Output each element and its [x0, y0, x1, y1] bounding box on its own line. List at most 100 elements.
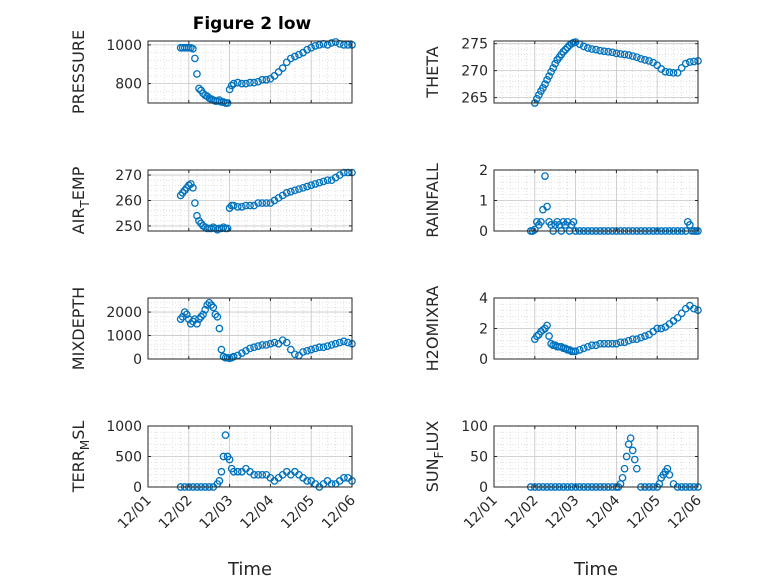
data-point — [299, 348, 307, 356]
data-point — [186, 180, 195, 188]
data-point — [254, 342, 263, 350]
axes-box — [493, 40, 699, 104]
data-point — [303, 182, 311, 191]
x-tick-label: 12/04 — [237, 492, 277, 532]
data-point — [588, 45, 596, 53]
y-tick-label: 275 — [461, 37, 488, 53]
y-tick-label: 250 — [115, 219, 142, 235]
data-point — [690, 57, 698, 66]
data-point — [262, 199, 271, 207]
data-point — [227, 81, 236, 90]
y-tick-label: 0 — [479, 352, 488, 368]
x-tick-label: 12/01 — [115, 493, 155, 533]
data-point — [180, 308, 189, 316]
data-point — [246, 344, 254, 353]
data-point — [295, 50, 303, 59]
data-point — [620, 464, 629, 473]
data-point — [246, 201, 254, 210]
axes-box — [147, 297, 353, 360]
data-point — [258, 470, 267, 479]
data-point — [242, 201, 250, 210]
y-axis-label: MIXDEPTH — [69, 287, 88, 370]
data-point — [286, 187, 295, 196]
data-point — [223, 224, 232, 233]
data-point — [685, 58, 694, 66]
data-point — [344, 338, 352, 347]
data-point — [592, 45, 600, 54]
y-axis-label: RAINFALL — [423, 163, 442, 238]
x-tick-label: 12/02 — [502, 493, 542, 533]
data-point — [616, 50, 625, 58]
data-point — [547, 67, 555, 76]
data-point — [199, 310, 207, 319]
data-point — [207, 301, 216, 309]
data-point — [254, 470, 263, 479]
x-tick-label: 12/02 — [156, 493, 196, 533]
data-point — [637, 54, 645, 63]
data-point — [583, 342, 592, 351]
data-point — [588, 341, 596, 350]
data-point — [665, 68, 674, 77]
data-point — [295, 351, 303, 360]
data-point — [624, 336, 633, 345]
y-tick-label: 2 — [479, 322, 488, 338]
y-tick-label: 4 — [479, 291, 488, 307]
data-point — [315, 343, 324, 352]
data-point — [539, 84, 547, 92]
data-point — [213, 312, 222, 321]
data-point — [229, 352, 238, 361]
data-point — [690, 304, 698, 313]
data-point — [561, 45, 570, 54]
data-point — [575, 345, 584, 354]
data-point — [250, 343, 258, 352]
data-point — [681, 59, 690, 68]
x-tick-label: 12/05 — [624, 493, 664, 533]
data-point — [197, 312, 205, 321]
data-point — [579, 344, 588, 353]
x-tick-label: 12/03 — [197, 493, 237, 533]
data-point — [233, 203, 242, 211]
x-tick-label: 12/04 — [583, 492, 623, 532]
data-point — [592, 341, 600, 350]
data-point — [620, 338, 629, 347]
data-point — [624, 51, 633, 59]
data-point — [242, 79, 250, 88]
data-point — [551, 59, 560, 68]
data-points — [176, 298, 356, 363]
data-point — [319, 343, 328, 352]
data-point — [608, 48, 617, 57]
data-points — [530, 301, 702, 356]
data-point — [229, 201, 238, 210]
data-point — [195, 84, 203, 93]
data-point — [270, 72, 279, 80]
data-point — [628, 446, 637, 455]
data-point — [677, 64, 686, 72]
data-point — [299, 183, 307, 192]
subplot-terr: 0 500 1000 TERRMSL 12/01 12/02 12/03 12/04 12/05… — [69, 419, 359, 580]
y-tick-label: 0 — [133, 480, 142, 496]
data-point — [669, 68, 678, 77]
y-tick-label: 270 — [115, 168, 142, 184]
data-point — [262, 341, 271, 349]
data-point — [229, 79, 238, 88]
data-point — [653, 324, 662, 333]
data-point — [291, 350, 299, 359]
data-point — [561, 344, 570, 353]
data-point — [622, 452, 631, 461]
data-point — [327, 39, 336, 47]
y-tick-label: 265 — [461, 91, 488, 107]
subplot-sun: 0 50 100 SUNFLUX 12/01 12/02 12/03 12/04 12/05 12… — [423, 419, 705, 580]
data-point — [571, 347, 580, 356]
data-points — [176, 38, 356, 107]
data-point — [632, 335, 641, 344]
data-point — [274, 68, 283, 76]
data-point — [579, 42, 588, 51]
data-point — [193, 319, 201, 328]
data-point — [262, 75, 271, 84]
y-tick-label: 260 — [115, 194, 142, 210]
data-point — [339, 168, 348, 177]
data-point — [673, 68, 682, 77]
data-point — [616, 338, 625, 347]
data-point — [628, 335, 637, 344]
data-point — [532, 332, 541, 340]
